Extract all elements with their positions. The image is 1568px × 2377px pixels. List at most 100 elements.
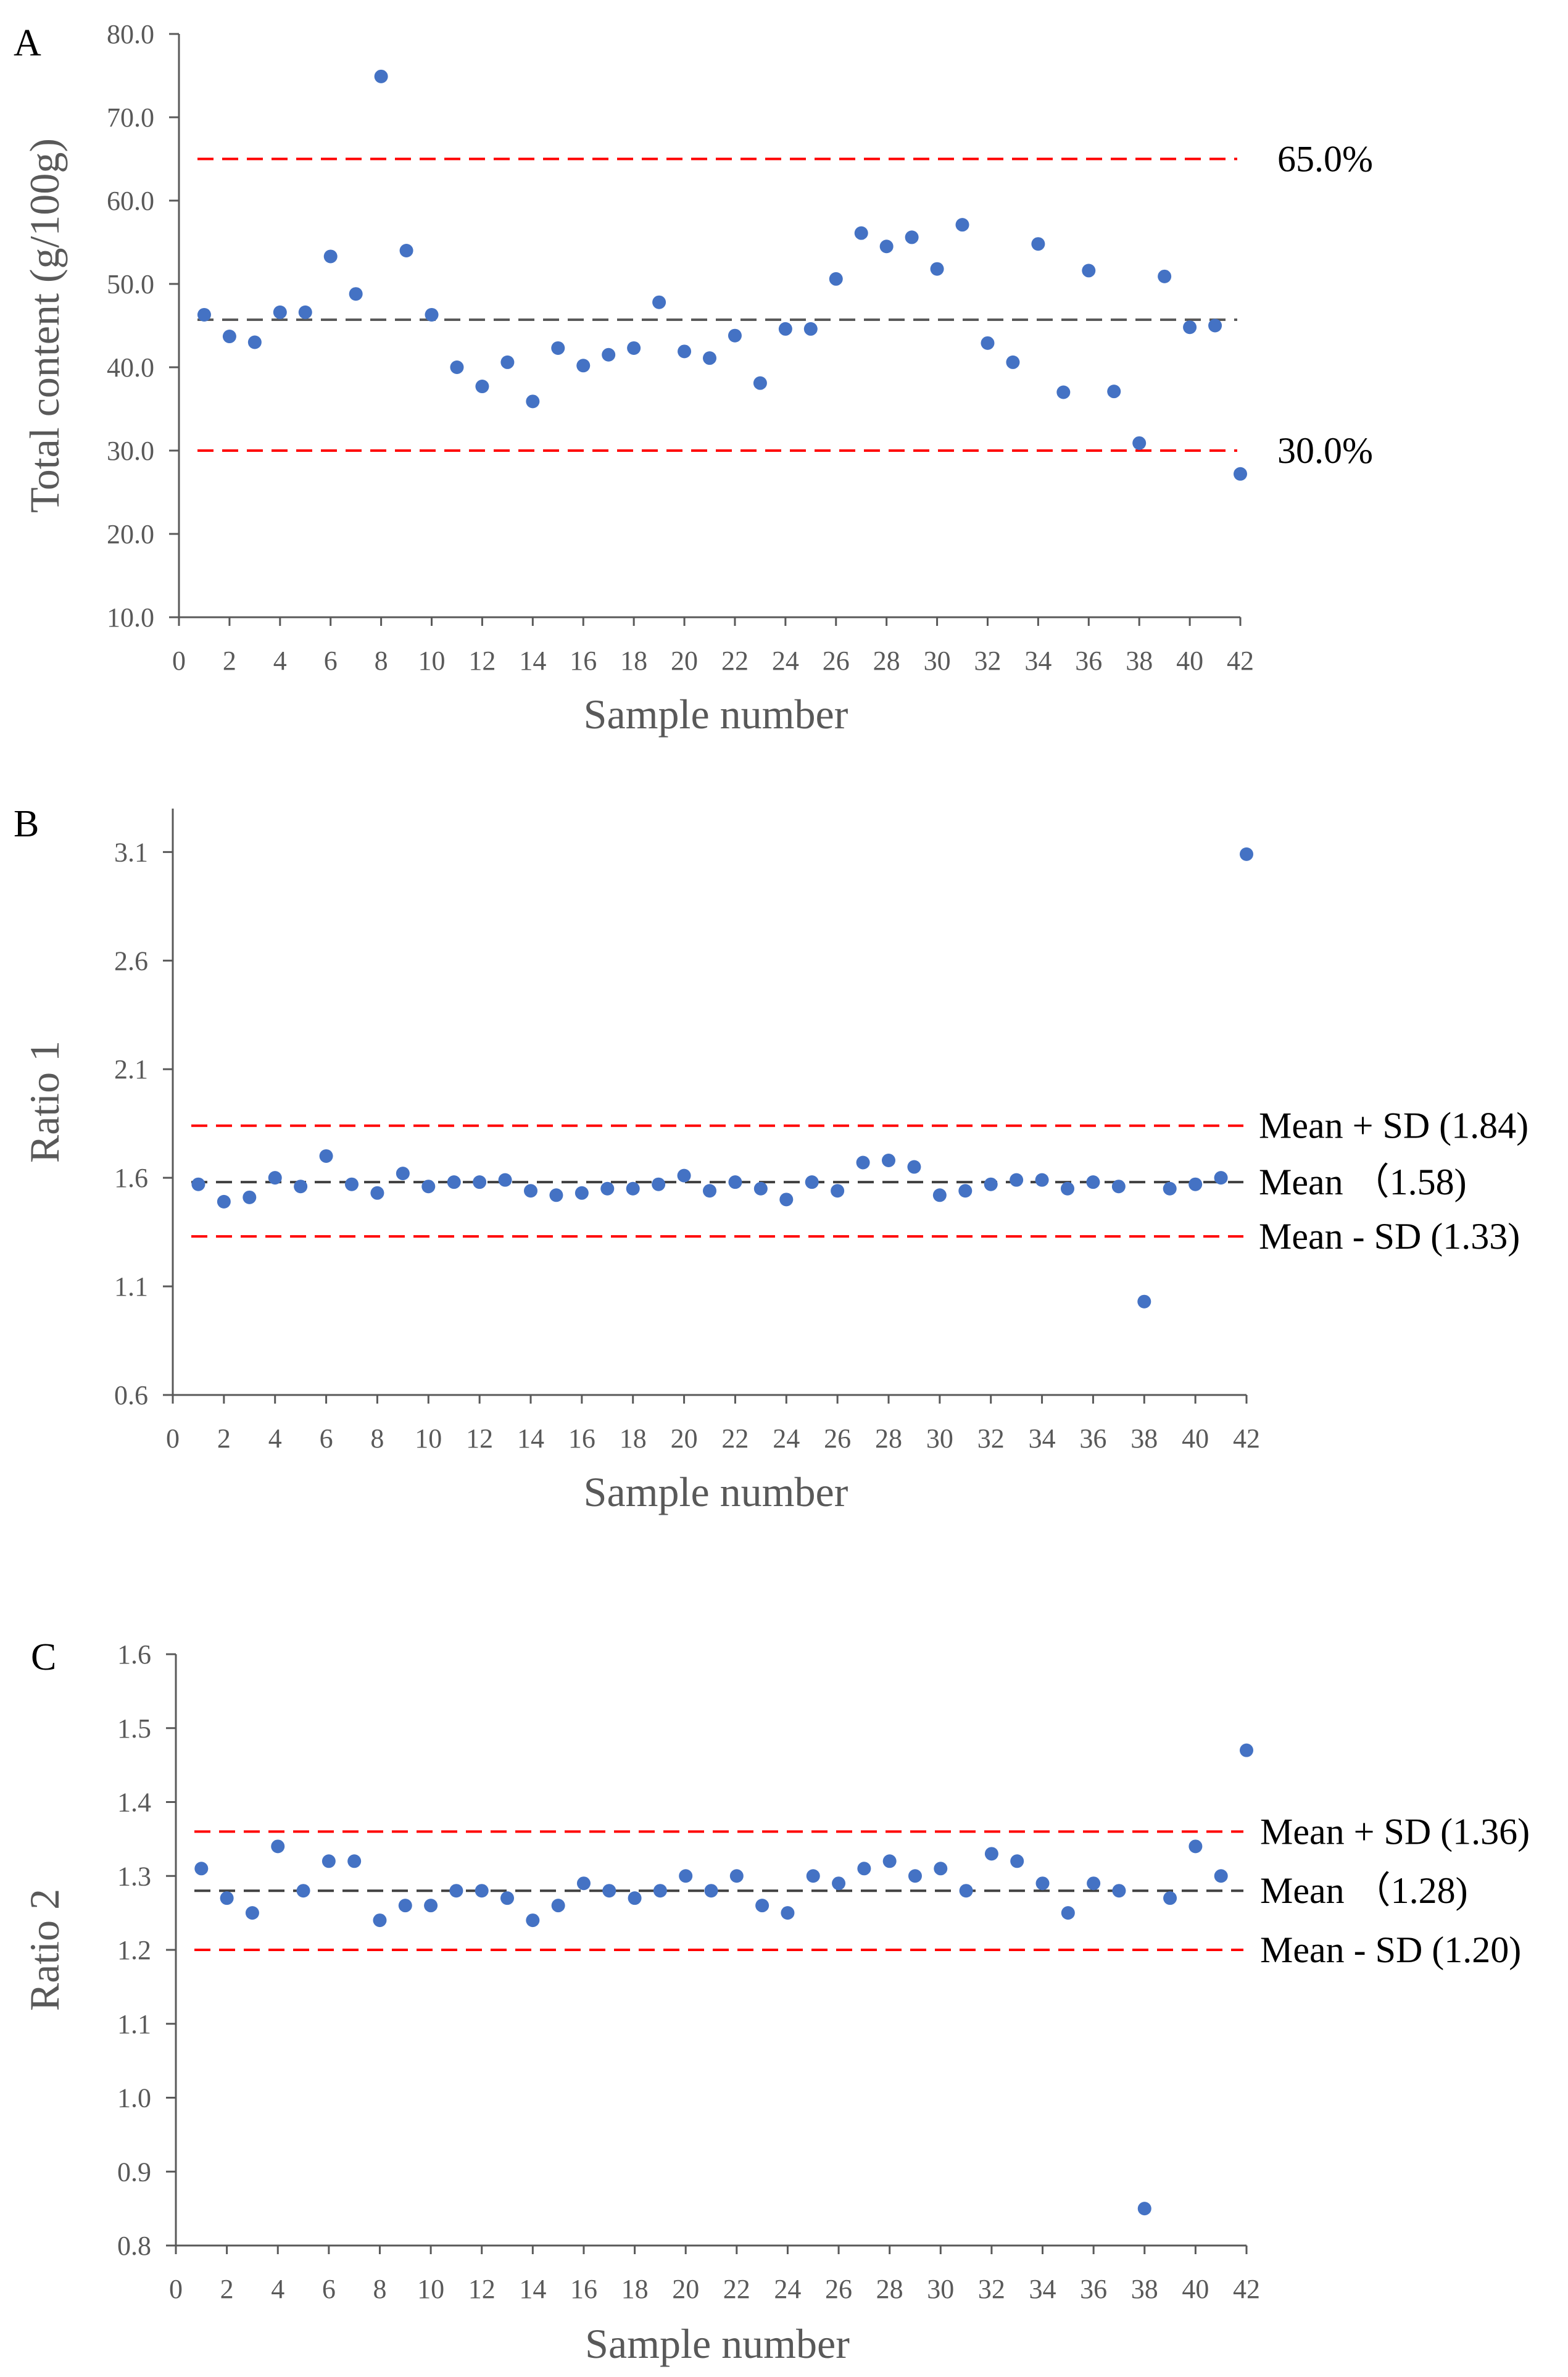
y-tick-label: 1.3: [117, 1861, 151, 1891]
data-point: [1087, 1876, 1101, 1891]
data-point: [984, 1177, 998, 1191]
data-point: [298, 305, 312, 319]
y-tick-label: 40.0: [107, 352, 154, 383]
data-point: [217, 1194, 231, 1209]
data-point: [191, 1177, 205, 1191]
data-point: [930, 262, 944, 276]
x-tick-label: 28: [875, 1423, 902, 1454]
data-point: [551, 341, 565, 355]
data-point: [779, 1193, 794, 1207]
data-point: [1208, 318, 1222, 333]
data-point: [396, 1167, 410, 1181]
data-point: [1214, 1869, 1228, 1883]
data-point: [958, 1184, 973, 1198]
x-tick-label: 30: [924, 646, 951, 676]
y-tick-label: 80.0: [107, 19, 154, 49]
data-point: [728, 1175, 742, 1189]
reference-label-mean_plus_sd: Mean + SD (1.36): [1260, 1811, 1530, 1852]
data-point: [1107, 385, 1121, 399]
x-tick-label: 6: [320, 1423, 333, 1454]
x-tick-label: 20: [671, 1423, 698, 1454]
y-tick-label: 1.6: [117, 1639, 151, 1670]
data-point: [345, 1177, 359, 1191]
x-tick-label: 18: [620, 646, 647, 676]
x-tick-label: 42: [1233, 2274, 1260, 2304]
data-point: [194, 1862, 209, 1876]
x-tick-label: 22: [721, 646, 749, 676]
data-point: [908, 1869, 922, 1883]
x-tick-label: 18: [621, 2274, 649, 2304]
x-tick-label: 26: [823, 646, 850, 676]
x-tick-label: 14: [519, 646, 546, 676]
data-point: [905, 230, 919, 244]
x-tick-label: 42: [1227, 646, 1254, 676]
y-tick-label: 1.1: [114, 1272, 148, 1302]
data-point: [882, 1154, 895, 1167]
x-tick-label: 2: [220, 2274, 234, 2304]
data-point: [805, 1175, 819, 1189]
reference-label-mean_minus_sd: Mean - SD (1.33): [1259, 1216, 1520, 1257]
x-axis-title: Sample number: [584, 691, 848, 738]
data-point: [500, 355, 515, 369]
x-tick-label: 36: [1079, 1423, 1106, 1454]
x-tick-label: 4: [268, 1423, 282, 1454]
data-point: [728, 328, 742, 343]
data-point: [984, 1847, 998, 1861]
data-point: [475, 1884, 489, 1898]
y-axis-title: Ratio 2: [21, 1889, 68, 2011]
data-point: [1035, 1173, 1049, 1187]
data-point: [753, 376, 767, 390]
x-tick-label: 4: [273, 646, 287, 676]
x-tick-label: 14: [519, 2274, 546, 2304]
data-point: [778, 322, 792, 336]
y-tick-label: 50.0: [107, 269, 154, 299]
x-tick-label: 34: [1029, 1423, 1056, 1454]
data-point: [1132, 436, 1147, 450]
x-axis-title: Sample number: [585, 2320, 850, 2367]
data-point: [703, 351, 716, 365]
y-tick-label: 0.9: [117, 2157, 151, 2187]
data-point: [526, 1913, 540, 1928]
data-point: [347, 1854, 362, 1868]
data-point: [243, 1190, 257, 1204]
data-point: [500, 1891, 515, 1905]
data-point: [932, 1188, 947, 1202]
data-point: [268, 1171, 282, 1185]
x-tick-label: 10: [415, 1423, 442, 1454]
reference-label-upper: 65.0%: [1277, 139, 1373, 180]
data-point: [475, 380, 489, 394]
y-axis-title: Ratio 1: [21, 1041, 68, 1163]
x-tick-label: 8: [375, 646, 388, 676]
data-point: [296, 1884, 310, 1898]
data-point: [677, 1168, 691, 1183]
data-point: [781, 1906, 795, 1920]
x-tick-label: 4: [271, 2274, 284, 2304]
data-point: [1163, 1181, 1177, 1196]
data-point: [1082, 264, 1096, 278]
y-tick-label: 1.4: [117, 1788, 151, 1818]
data-point: [729, 1869, 744, 1883]
reference-label-lower: 30.0%: [1277, 430, 1373, 471]
x-tick-label: 30: [927, 2274, 954, 2304]
data-point: [1137, 2202, 1151, 2216]
data-point: [934, 1862, 948, 1876]
data-point: [549, 1188, 563, 1202]
x-tick-label: 34: [1029, 2274, 1056, 2304]
x-tick-label: 8: [373, 2274, 386, 2304]
x-tick-label: 40: [1182, 1423, 1209, 1454]
data-point: [602, 348, 616, 362]
panel-c: C0.80.91.01.11.21.31.41.51.60 2 4 6 8 10 12 14 1…: [21, 1636, 1530, 2367]
x-tick-label: 10: [418, 646, 446, 676]
data-point: [1214, 1171, 1228, 1185]
x-tick-label: 28: [873, 646, 900, 676]
data-point: [449, 1884, 463, 1898]
x-tick-label: 16: [570, 646, 597, 676]
data-point: [653, 1884, 667, 1898]
x-tick-label: 22: [721, 1423, 749, 1454]
data-point: [704, 1884, 718, 1898]
data-point: [526, 394, 540, 409]
x-tick-label: 38: [1130, 1423, 1158, 1454]
data-point: [600, 1181, 615, 1196]
data-point: [679, 1869, 693, 1883]
data-point: [803, 322, 818, 336]
